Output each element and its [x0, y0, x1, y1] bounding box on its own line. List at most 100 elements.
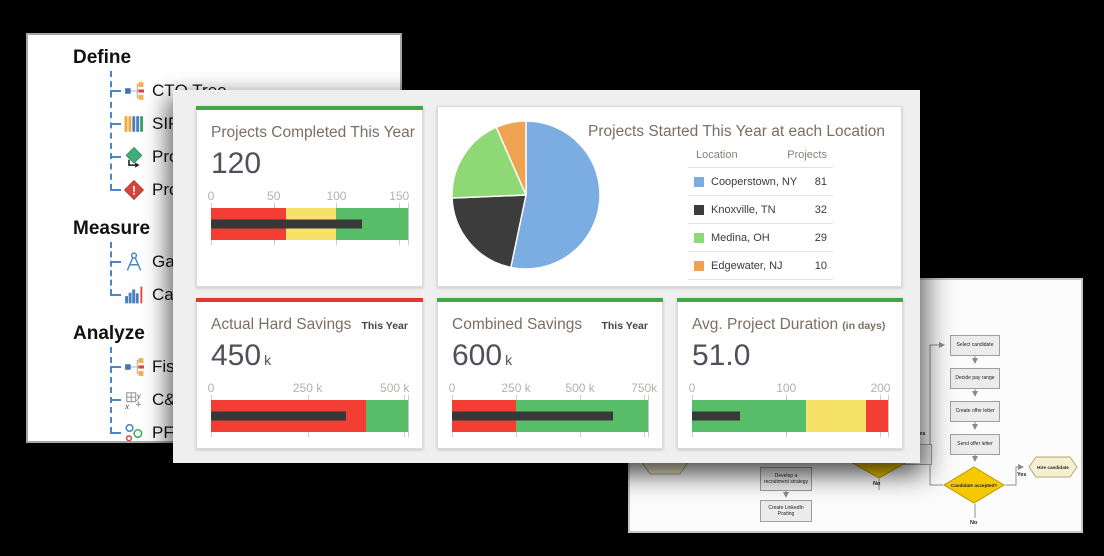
legend-swatch	[694, 232, 704, 243]
card-title: Actual Hard Savings	[211, 316, 352, 333]
flow-step-create-linkedin-posting: Create LinkedIn Posting	[760, 500, 812, 522]
kpi-number: 600	[452, 339, 503, 372]
bullet-tick-line	[408, 203, 409, 245]
legend-header-projects: Projects	[787, 149, 827, 161]
card-period-label: This Year	[361, 320, 408, 332]
dashboard-panel: Projects Completed This Year 120 0 50 100 1…	[173, 90, 920, 463]
svg-text:y: y	[136, 390, 141, 400]
axis-tick-label: 500 k	[380, 381, 410, 395]
tree-section-title: Define	[73, 47, 132, 68]
tree-branch-line	[110, 155, 121, 158]
legend-location: Medina, OH	[711, 231, 770, 244]
bullet-marker	[452, 411, 614, 421]
kpi-unit: k	[505, 352, 513, 368]
gage-rr-icon	[124, 251, 144, 272]
flow-step-send-offer-letter: Send offer letter	[950, 434, 1000, 455]
card-title: Combined Savings	[452, 316, 583, 333]
tree-branch-line	[110, 431, 121, 434]
flow-edge-label-yes: Yes	[1017, 472, 1027, 478]
sipoc-icon	[124, 114, 144, 134]
bullet-track	[211, 203, 409, 245]
svg-text:!: !	[132, 183, 136, 197]
legend-swatch	[694, 204, 704, 215]
legend-row-cooperstown-ny: Cooperstown, NY 81	[688, 167, 833, 195]
axis-tick-label: 100	[776, 381, 797, 395]
card-accent-bar	[677, 298, 903, 302]
card-accent-bar	[437, 298, 663, 302]
axis-tick-label: 200	[870, 381, 891, 395]
bullet-marker	[692, 411, 741, 421]
legend-header-location: Location	[696, 149, 738, 161]
kpi-number: 120	[211, 147, 262, 180]
axis-tick-label: 250 k	[501, 381, 531, 395]
card-projects-completed: Projects Completed This Year 120 0 50 100 1…	[196, 106, 423, 287]
bullet-axis: 0 100 200	[689, 381, 891, 396]
tree-branch-line	[110, 122, 121, 125]
bullet-chart-duration: 0 100 200	[689, 381, 891, 437]
card-accent-bar	[196, 106, 423, 110]
bullet-tick-line	[648, 395, 649, 437]
flow-step-create-offer-letter: Create offer letter	[950, 401, 1000, 422]
bullet-chart-hard-savings: 0 250 k 500 k	[208, 381, 410, 437]
pie-slice-edgewater-nj	[495, 120, 527, 196]
tree-connector-line	[110, 71, 112, 190]
ctq-tree-icon	[124, 81, 144, 101]
bullet-marker	[211, 411, 347, 421]
bullet-chart-combined-savings: 0 250 k 500 k 750k	[448, 381, 657, 437]
legend-row-edgewater-nj: Edgewater, NJ 10	[688, 251, 833, 280]
bullet-band-2	[866, 400, 888, 432]
kpi-number: 450	[211, 339, 262, 372]
card-title: Projects Completed This Year	[211, 124, 415, 141]
flow-edge-label-yes-loop: Yes	[916, 431, 926, 437]
bullet-track	[692, 395, 889, 437]
card-accent-bar	[196, 298, 423, 302]
tree-branch-line	[110, 398, 121, 401]
pie-chart-title: Projects Started This Year at each Locat…	[588, 123, 885, 140]
svg-text:x: x	[124, 400, 129, 410]
pie-legend-header: Location Projects	[688, 149, 833, 167]
tree-section-title: Analyze	[73, 323, 145, 344]
tree-section-title: Measure	[73, 218, 151, 239]
axis-tick-label: 500 k	[565, 381, 595, 395]
kpi-unit: k	[264, 352, 272, 368]
bullet-axis: 0 250 k 500 k	[208, 381, 410, 396]
pie-slice-medina-oh	[451, 126, 528, 199]
tree-branch-line	[110, 293, 121, 296]
pie-legend: Location Projects Cooperstown, NY 81 Knoxv…	[688, 149, 833, 280]
axis-tick-label: 250 k	[292, 381, 323, 395]
card-value: 51.0	[692, 339, 888, 372]
flow-step-select-candidate: Select candidate	[950, 335, 1000, 356]
flow-terminal-hire-candidate: Hire candidate	[1028, 456, 1078, 478]
axis-tick-label: 750k	[631, 381, 658, 395]
legend-projects-count: 32	[814, 203, 827, 216]
flow-step-develop-recruitment-strategy: Develop a recruitment strategy	[760, 467, 812, 491]
bullet-tick-line	[888, 395, 889, 437]
tree-connector-line	[110, 242, 112, 295]
tree-branch-line	[110, 188, 121, 191]
axis-tick-label: 50	[267, 189, 281, 203]
legend-swatch	[694, 260, 704, 271]
legend-location: Cooperstown, NY	[711, 175, 798, 188]
process-map-icon	[124, 146, 144, 168]
card-value: 450 k	[211, 339, 408, 372]
pie-chart	[451, 120, 601, 270]
flow-edge-label-no: No	[970, 520, 978, 526]
tree-branch-line	[110, 260, 121, 263]
axis-tick-label: 0	[207, 189, 215, 203]
card-title-suffix: (in days)	[842, 320, 886, 332]
bullet-track	[452, 395, 649, 437]
bullet-chart-projects-completed: 0 50 100 150	[207, 189, 409, 245]
card-avg-project-duration: Avg. Project Duration (in days) 51.0 0 10…	[677, 298, 903, 449]
bullet-band-1	[365, 400, 408, 432]
project-risk-icon: !	[123, 179, 145, 200]
capability-histogram-icon	[124, 285, 144, 305]
bullet-track	[211, 395, 409, 437]
bullet-tick-line	[408, 395, 409, 437]
legend-location: Knoxville, TN	[711, 203, 776, 216]
tree-branch-line	[110, 89, 121, 92]
legend-row-medina-oh: Medina, OH 29	[688, 223, 833, 251]
card-period-label: This Year	[601, 320, 648, 332]
axis-tick-label: 0	[448, 381, 456, 395]
